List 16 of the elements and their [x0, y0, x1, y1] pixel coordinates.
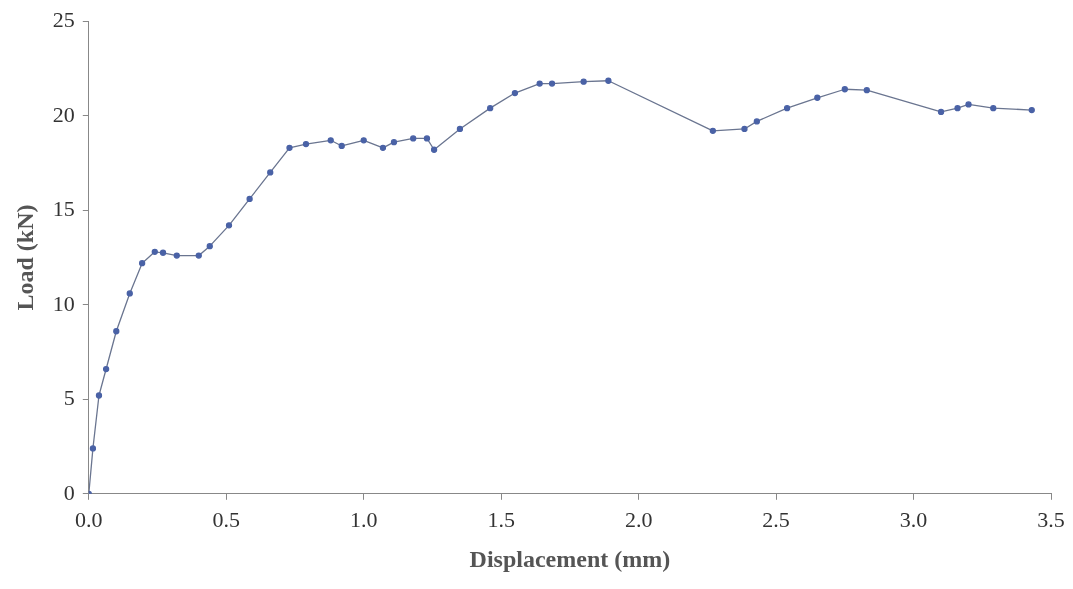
x-tick-label: 1.5	[487, 506, 515, 532]
x-tick-label: 0.0	[75, 506, 103, 532]
y-tick-label: 15	[52, 196, 75, 222]
x-tick-label: 3.0	[899, 506, 928, 532]
x-tick-label: 0.5	[212, 506, 241, 532]
x-axis-title: Displacement (mm)	[469, 545, 671, 572]
x-tick-label: 2.5	[762, 506, 790, 532]
y-tick-label: 5	[63, 385, 75, 411]
y-tick-label: 20	[52, 101, 75, 127]
y-tick-label: 10	[52, 290, 75, 316]
x-tick-label: 3.5	[1037, 506, 1065, 532]
y-tick-label: 0	[63, 479, 75, 505]
x-tick-label: 1.0	[349, 506, 378, 532]
y-tick-label: 25	[52, 6, 75, 32]
y-axis-title: Load (kN)	[11, 204, 38, 311]
x-tick-label: 2.0	[624, 506, 653, 532]
